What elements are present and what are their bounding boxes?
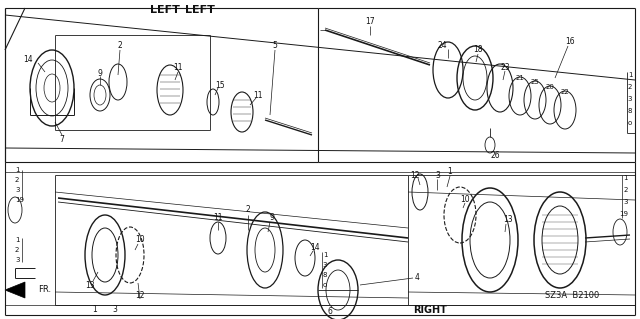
Text: FR.: FR. — [38, 286, 51, 294]
Text: 21: 21 — [516, 75, 524, 81]
Text: 12: 12 — [410, 170, 420, 180]
Text: 3: 3 — [323, 262, 327, 268]
Text: 2: 2 — [15, 247, 19, 253]
Text: 17: 17 — [365, 18, 375, 26]
Text: 26: 26 — [490, 151, 500, 160]
Text: 24: 24 — [437, 41, 447, 49]
Text: SZ3A  B2100: SZ3A B2100 — [545, 291, 599, 300]
Text: 3: 3 — [113, 306, 117, 315]
Text: 3: 3 — [628, 96, 632, 102]
Text: 8: 8 — [323, 272, 327, 278]
Text: LEFT: LEFT — [185, 5, 215, 15]
Text: 12: 12 — [135, 291, 145, 300]
Text: 11: 11 — [253, 91, 263, 100]
Text: 19: 19 — [15, 197, 24, 203]
Text: 18: 18 — [473, 46, 483, 55]
Text: 22: 22 — [561, 89, 570, 95]
Text: 5: 5 — [273, 41, 277, 49]
Text: 13: 13 — [85, 280, 95, 290]
Text: 19: 19 — [619, 211, 628, 217]
Text: 3: 3 — [15, 257, 19, 263]
Text: 1: 1 — [447, 167, 452, 176]
Text: 13: 13 — [503, 216, 513, 225]
Text: 16: 16 — [565, 38, 575, 47]
Text: 1: 1 — [15, 237, 19, 243]
Text: 3: 3 — [623, 199, 628, 205]
Text: 6: 6 — [328, 308, 332, 316]
Text: 9: 9 — [269, 213, 275, 222]
Polygon shape — [5, 282, 25, 298]
Text: o: o — [628, 120, 632, 126]
Text: 10: 10 — [135, 235, 145, 244]
Text: 11: 11 — [213, 213, 223, 222]
Text: 9: 9 — [97, 69, 102, 78]
Text: 2: 2 — [623, 187, 628, 193]
Text: 2: 2 — [15, 177, 19, 183]
Text: 1: 1 — [628, 72, 632, 78]
Text: 10: 10 — [460, 196, 470, 204]
Text: 11: 11 — [173, 63, 183, 72]
Text: 14: 14 — [23, 56, 33, 64]
Text: 14: 14 — [310, 243, 320, 253]
Text: 2: 2 — [118, 41, 122, 49]
Text: 2: 2 — [246, 205, 250, 214]
Text: 15: 15 — [215, 80, 225, 90]
Text: 1: 1 — [323, 252, 327, 258]
Text: 25: 25 — [531, 79, 540, 85]
Text: 1: 1 — [623, 175, 628, 181]
Text: 2: 2 — [628, 84, 632, 90]
Text: LEFT: LEFT — [150, 5, 180, 15]
Text: 3: 3 — [436, 170, 440, 180]
Text: 8: 8 — [628, 108, 632, 114]
Text: 23: 23 — [500, 63, 510, 72]
Text: RIGHT: RIGHT — [413, 305, 447, 315]
Text: 1: 1 — [93, 306, 97, 315]
Text: o: o — [323, 282, 327, 288]
Text: 7: 7 — [60, 136, 65, 145]
Text: 20: 20 — [545, 84, 554, 90]
Text: 4: 4 — [415, 273, 420, 283]
Text: 1: 1 — [15, 167, 19, 173]
Text: 3: 3 — [15, 187, 19, 193]
